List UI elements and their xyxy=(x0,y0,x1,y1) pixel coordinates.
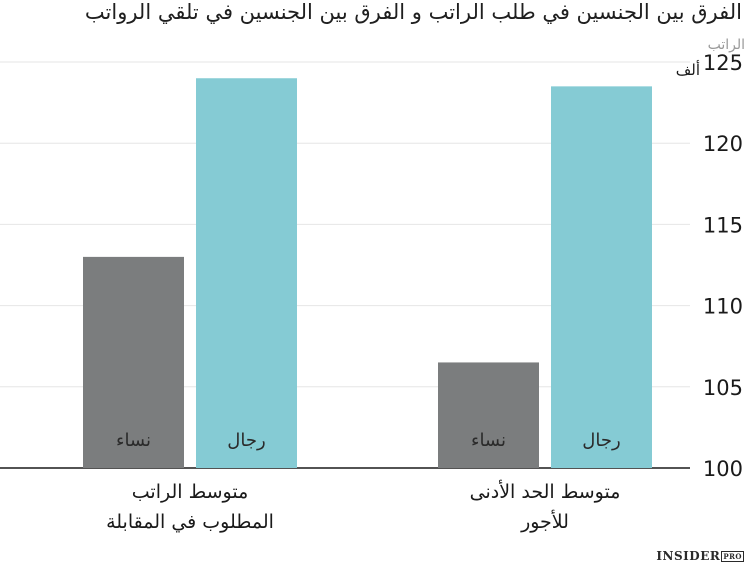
bar xyxy=(196,78,297,469)
bar-label: نساء xyxy=(116,430,151,451)
y-tick-label: 120 xyxy=(703,132,743,156)
category-label: للأجور xyxy=(520,510,569,533)
y-axis-label: الراتب xyxy=(708,37,745,53)
y-tick-label: 110 xyxy=(703,295,743,319)
chart-title: الفرق بين الجنسين في طلب الراتب و الفرق … xyxy=(84,0,742,24)
category-label: متوسط الراتب xyxy=(132,481,249,503)
y-tick-label: 105 xyxy=(703,376,743,400)
bar-label: رجال xyxy=(227,430,265,451)
bar-label: نساء xyxy=(471,430,506,451)
category-label: متوسط الحد الأدنى xyxy=(470,480,621,503)
y-tick-label: 125 xyxy=(703,51,743,75)
bar xyxy=(438,362,539,468)
bar xyxy=(83,256,184,468)
category-label: المطلوب في المقابلة xyxy=(106,511,274,533)
logo-brand: INSIDER xyxy=(656,549,721,563)
bars xyxy=(83,78,652,469)
y-tick-label: 100 xyxy=(703,457,743,481)
logo-suffix: PRO xyxy=(721,551,744,562)
y-tick-label: 115 xyxy=(703,213,743,237)
bar-label: رجال xyxy=(582,430,620,451)
y-axis-unit: ألف xyxy=(676,60,700,79)
bar xyxy=(551,86,652,469)
insider-pro-logo: INSIDER PRO xyxy=(656,549,744,563)
